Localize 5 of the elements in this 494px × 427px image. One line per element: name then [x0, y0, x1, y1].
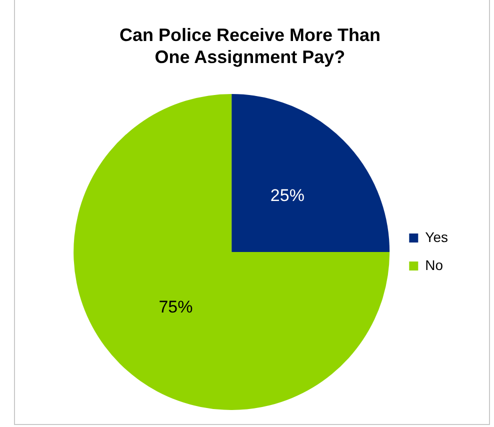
- data-label: 25%: [270, 186, 304, 205]
- data-label: 75%: [158, 298, 193, 317]
- legend-label: Yes: [425, 228, 448, 245]
- legend-label: No: [425, 256, 444, 273]
- chart-title: Can Police Receive More Than One Assignment Pay?: [118, 24, 382, 68]
